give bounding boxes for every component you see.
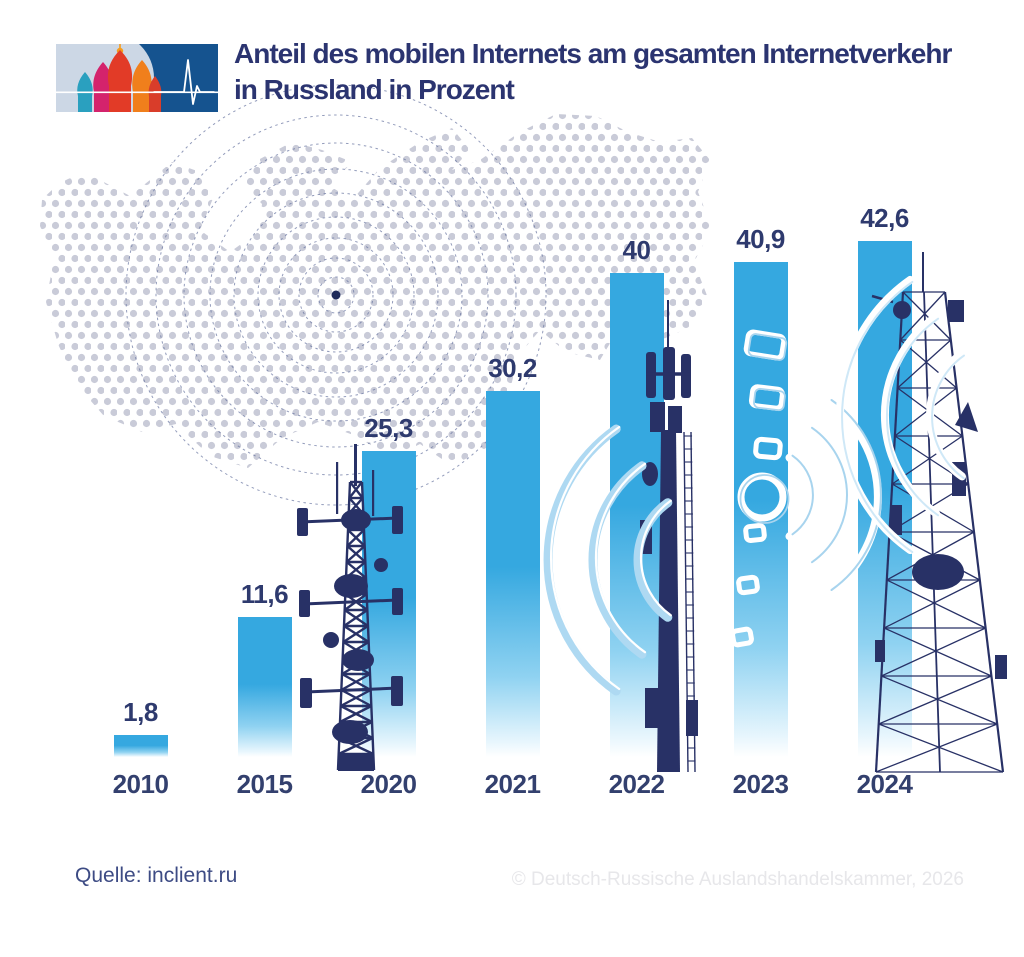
copyright-notice: © Deutsch-Russische Auslandshandelskamme… [511,869,964,890]
bar-value-label: 11,6 [240,579,289,609]
title-line-2: in Russland in Prozent [234,74,515,105]
bar [113,735,168,757]
bar-year-label: 2020 [360,769,417,799]
title-line-1: Anteil des mobilen Internets am gesamten… [234,38,952,69]
bar-year-label: 2023 [732,769,789,799]
logo-baseline [56,91,218,94]
bar-value-label: 25,3 [364,413,413,443]
page-title: Anteil des mobilen Internets am gesamten… [234,36,994,108]
bar-value-label: 30,2 [488,353,537,383]
bar [485,391,540,757]
bar-year-label: 2010 [112,769,169,799]
source-credit: Quelle: inclient.ru [75,864,238,887]
bar [609,273,664,757]
bar [237,617,292,757]
bar-year-label: 2021 [484,769,541,799]
pulse-icon [153,59,215,105]
bar [733,262,788,757]
bar-value-label: 42,6 [860,203,909,233]
bar [857,241,912,757]
bar-value-label: 40,9 [736,224,785,254]
bar-value-label: 1,8 [123,697,158,727]
bar-year-label: 2015 [236,769,293,799]
bar-year-label: 2022 [608,769,665,799]
bar-year-label: 2024 [856,769,913,799]
logo [56,44,218,112]
bar-value-label: 40 [622,235,651,265]
bar [361,451,416,757]
